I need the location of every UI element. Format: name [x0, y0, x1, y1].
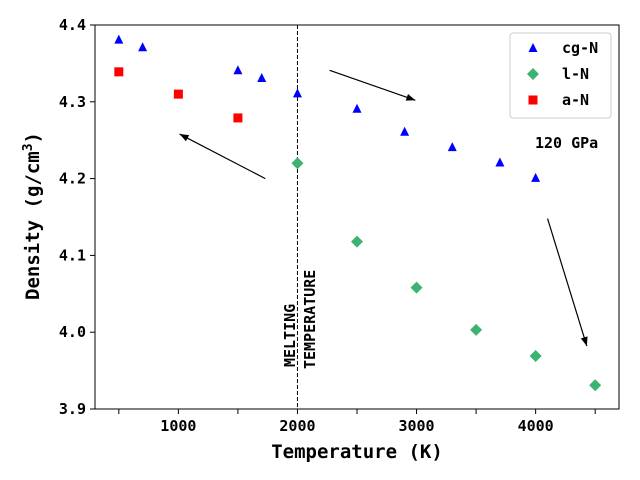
x-axis-label: Temperature (K) [271, 441, 443, 463]
point-cg-n [114, 34, 124, 44]
point-l-n [529, 350, 542, 363]
x-tick-label: 1000 [160, 417, 196, 435]
legend-label-a-n: a-N [562, 91, 589, 109]
y-axis: 3.9 4.0 4.1 4.2 4.3 4.4 [59, 16, 95, 418]
y-axis-label-close: ) [22, 132, 44, 143]
point-cg-n [138, 42, 148, 52]
legend-label-l-n: l-N [562, 65, 589, 83]
y-axis-label-superscript: 3 [21, 143, 36, 151]
x-tick-label: 4000 [518, 417, 554, 435]
y-tick-label: 4.0 [59, 323, 86, 341]
point-a-n [233, 113, 243, 123]
y-axis-label-main: Density (g/cm [22, 151, 44, 300]
point-cg-n [400, 126, 410, 136]
point-cg-n [233, 65, 243, 75]
melting-annotation-line1: MELTING [281, 304, 299, 367]
legend-marker-l-n [527, 68, 539, 80]
legend-marker-a-n [528, 95, 538, 105]
point-l-n [589, 379, 602, 392]
arrow-head [580, 336, 588, 347]
melting-annotation-line2: TEMPERATURE [301, 270, 319, 369]
arrow-group [179, 69, 588, 347]
arrow-head [179, 134, 190, 142]
y-tick-label: 4.4 [59, 16, 86, 34]
point-l-n [291, 157, 304, 170]
legend: cg-N l-N a-N [509, 32, 612, 119]
point-cg-n [292, 88, 302, 98]
point-l-n [470, 323, 483, 336]
point-cg-n [531, 172, 541, 182]
arrow-line [179, 133, 266, 180]
point-l-n [351, 235, 363, 248]
x-tick-label: 2000 [279, 417, 315, 435]
arrow-line [546, 218, 588, 347]
y-tick-label: 4.3 [59, 93, 86, 111]
legend-label-cg-n: cg-N [562, 39, 598, 57]
point-l-n [410, 281, 423, 294]
x-axis: 1000 2000 3000 4000 [118, 409, 596, 435]
point-cg-n [495, 157, 505, 167]
y-axis-label: Density (g/cm3) [21, 132, 44, 300]
pressure-annotation: 120 GPa [535, 134, 598, 152]
legend-marker-cg-n [528, 43, 538, 52]
point-cg-n [257, 72, 267, 82]
point-a-n [114, 67, 124, 77]
arrow-head [405, 93, 416, 101]
y-tick-label: 4.1 [59, 246, 86, 264]
arrow-line [329, 69, 416, 101]
point-a-n [173, 89, 183, 99]
y-tick-label: 4.2 [59, 170, 86, 188]
point-cg-n [447, 142, 457, 152]
data-points [114, 34, 602, 392]
x-tick-label: 3000 [398, 417, 434, 435]
point-cg-n [352, 103, 362, 113]
y-tick-label: 3.9 [59, 400, 86, 418]
